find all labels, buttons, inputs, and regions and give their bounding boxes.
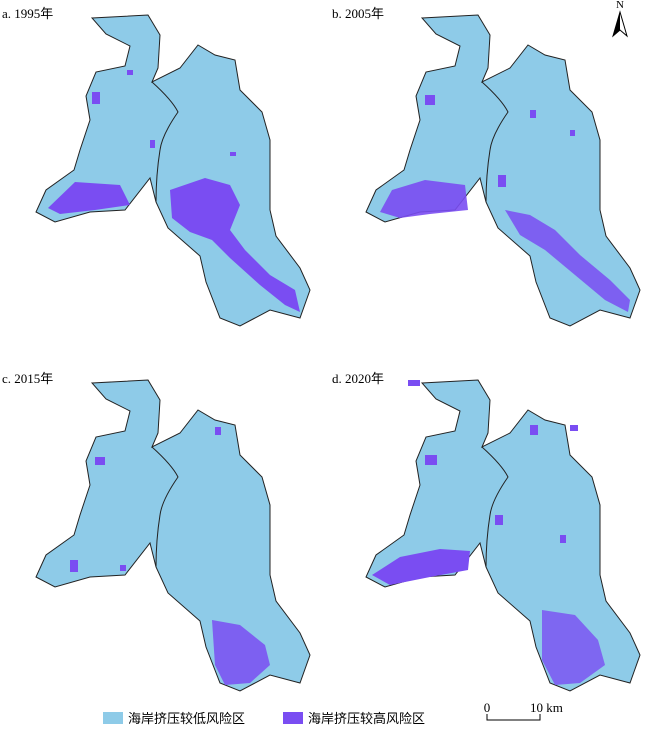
high-risk-area — [70, 427, 270, 685]
map-panel: a. 1995年 — [2, 6, 311, 327]
scale-label: 10 km — [530, 700, 563, 715]
legend-label: 海岸挤压较低风险区 — [128, 711, 245, 726]
legend-label: 海岸挤压较高风险区 — [308, 711, 425, 726]
panel-label: d. 2020年 — [332, 371, 384, 386]
panel-label: b. 2005年 — [332, 6, 384, 21]
panel-label: c. 2015年 — [2, 371, 53, 386]
legend-swatch — [103, 712, 123, 724]
map-panel: c. 2015年 — [2, 371, 311, 692]
map-panel: d. 2020年 — [332, 371, 641, 692]
legend: 海岸挤压较低风险区 海岸挤压较高风险区 — [103, 711, 425, 726]
map-panel: b. 2005年 — [332, 6, 641, 327]
panel-label: a. 1995年 — [2, 6, 53, 21]
scale-bar-line — [486, 714, 541, 721]
high-risk-area — [380, 95, 630, 312]
scale-bar: 0 10 km — [484, 700, 563, 721]
legend-swatch — [283, 712, 303, 724]
north-label: N — [616, 0, 624, 11]
scale-label: 0 — [484, 700, 491, 715]
high-risk-area — [48, 70, 300, 312]
north-arrow-shade — [613, 12, 620, 36]
north-arrow: N — [612, 0, 628, 38]
high-risk-area — [372, 380, 605, 685]
region — [35, 379, 311, 692]
